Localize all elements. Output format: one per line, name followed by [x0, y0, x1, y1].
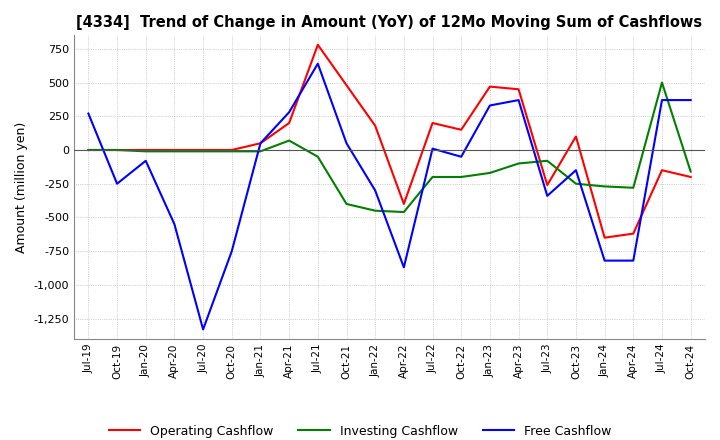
Investing Cashflow: [514, 161, 523, 166]
Operating Cashflow: [400, 202, 408, 207]
Free Cashflow: [657, 97, 666, 103]
Free Cashflow: [629, 258, 638, 263]
Operating Cashflow: [285, 121, 294, 126]
Line: Free Cashflow: Free Cashflow: [89, 64, 690, 330]
Operating Cashflow: [371, 123, 379, 128]
Investing Cashflow: [629, 185, 638, 191]
Free Cashflow: [485, 103, 494, 108]
Operating Cashflow: [686, 174, 695, 180]
Legend: Operating Cashflow, Investing Cashflow, Free Cashflow: Operating Cashflow, Investing Cashflow, …: [104, 420, 616, 440]
Investing Cashflow: [256, 149, 265, 154]
Free Cashflow: [457, 154, 466, 159]
Free Cashflow: [342, 141, 351, 146]
Free Cashflow: [170, 222, 179, 227]
Operating Cashflow: [457, 127, 466, 132]
Investing Cashflow: [686, 169, 695, 174]
Free Cashflow: [84, 111, 93, 116]
Free Cashflow: [256, 141, 265, 146]
Investing Cashflow: [485, 170, 494, 176]
Line: Operating Cashflow: Operating Cashflow: [89, 45, 690, 238]
Free Cashflow: [600, 258, 609, 263]
Operating Cashflow: [313, 42, 322, 48]
Operating Cashflow: [428, 121, 437, 126]
Investing Cashflow: [342, 202, 351, 207]
Operating Cashflow: [170, 147, 179, 153]
Operating Cashflow: [141, 147, 150, 153]
Operating Cashflow: [84, 147, 93, 153]
Operating Cashflow: [256, 141, 265, 146]
Investing Cashflow: [84, 147, 93, 153]
Operating Cashflow: [600, 235, 609, 240]
Investing Cashflow: [600, 184, 609, 189]
Title: [4334]  Trend of Change in Amount (YoY) of 12Mo Moving Sum of Cashflows: [4334] Trend of Change in Amount (YoY) o…: [76, 15, 703, 30]
Free Cashflow: [313, 61, 322, 66]
Free Cashflow: [371, 188, 379, 193]
Free Cashflow: [228, 249, 236, 254]
Free Cashflow: [572, 168, 580, 173]
Investing Cashflow: [285, 138, 294, 143]
Free Cashflow: [141, 158, 150, 163]
Free Cashflow: [285, 110, 294, 115]
Free Cashflow: [686, 97, 695, 103]
Operating Cashflow: [485, 84, 494, 89]
Investing Cashflow: [170, 149, 179, 154]
Operating Cashflow: [113, 147, 122, 153]
Investing Cashflow: [457, 174, 466, 180]
Investing Cashflow: [199, 149, 207, 154]
Operating Cashflow: [657, 168, 666, 173]
Investing Cashflow: [141, 149, 150, 154]
Free Cashflow: [199, 327, 207, 332]
Investing Cashflow: [543, 158, 552, 163]
Operating Cashflow: [199, 147, 207, 153]
Free Cashflow: [543, 193, 552, 198]
Investing Cashflow: [371, 208, 379, 213]
Investing Cashflow: [313, 154, 322, 159]
Free Cashflow: [400, 265, 408, 270]
Investing Cashflow: [400, 209, 408, 215]
Operating Cashflow: [342, 83, 351, 88]
Investing Cashflow: [428, 174, 437, 180]
Operating Cashflow: [228, 147, 236, 153]
Free Cashflow: [113, 181, 122, 187]
Free Cashflow: [514, 97, 523, 103]
Y-axis label: Amount (million yen): Amount (million yen): [15, 121, 28, 253]
Investing Cashflow: [657, 80, 666, 85]
Investing Cashflow: [113, 147, 122, 153]
Investing Cashflow: [572, 181, 580, 187]
Operating Cashflow: [543, 183, 552, 188]
Free Cashflow: [428, 146, 437, 151]
Operating Cashflow: [629, 231, 638, 236]
Line: Investing Cashflow: Investing Cashflow: [89, 83, 690, 212]
Operating Cashflow: [572, 134, 580, 139]
Investing Cashflow: [228, 149, 236, 154]
Operating Cashflow: [514, 87, 523, 92]
